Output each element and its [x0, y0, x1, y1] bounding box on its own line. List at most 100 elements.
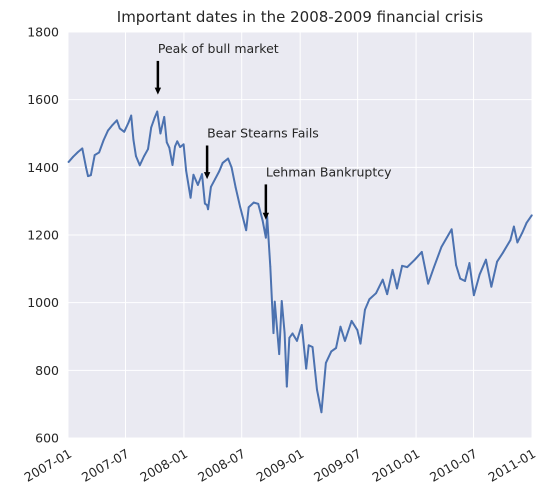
data-point [364, 308, 366, 311]
y-tick-label: 1200 [27, 228, 59, 243]
data-point [118, 127, 121, 130]
data-point [490, 285, 493, 288]
data-point [368, 298, 371, 301]
x-axis-ticks: 2007-01 2007-07 2008-01 2008-07 2009-01 2009-… [21, 446, 538, 485]
data-point [381, 278, 384, 281]
data-point [316, 388, 318, 391]
data-point [171, 164, 174, 166]
data-point [132, 138, 135, 141]
data-point [252, 201, 255, 204]
annotation-arrowhead [203, 172, 211, 180]
data-point [278, 353, 281, 355]
data-point [257, 202, 260, 205]
grid-lines [67, 31, 533, 439]
data-point [450, 228, 453, 231]
data-point [135, 155, 137, 158]
data-point [247, 206, 250, 209]
data-point [300, 324, 303, 326]
data-point [468, 262, 471, 264]
data-point [485, 258, 487, 261]
y-tick-label: 1400 [27, 160, 59, 175]
data-point [285, 385, 288, 388]
data-point [521, 232, 524, 234]
data-point [221, 162, 224, 164]
annotation-label: Bear Stearns Fails [207, 126, 319, 141]
data-point [261, 219, 264, 222]
data-point [234, 186, 237, 189]
data-point [455, 264, 457, 267]
x-tick-label: 2008-01 [137, 446, 190, 485]
data-point [288, 336, 291, 339]
data-point [509, 239, 512, 241]
series-layer [67, 110, 533, 414]
series-line [67, 110, 533, 414]
data-point [147, 148, 149, 150]
data-point [176, 140, 179, 143]
data-point [432, 266, 435, 269]
data-point [496, 260, 498, 263]
data-point [168, 146, 171, 149]
data-point [375, 292, 377, 295]
data-point [87, 175, 89, 178]
data-point [427, 282, 430, 285]
data-point [85, 166, 87, 169]
data-point [76, 151, 79, 154]
data-point [280, 300, 283, 302]
data-point [305, 367, 308, 370]
data-point [201, 173, 203, 176]
data-point [459, 277, 462, 280]
x-tick-label: 2008-07 [195, 446, 248, 485]
data-point [269, 265, 272, 268]
data-point [153, 116, 156, 119]
data-point [296, 340, 298, 342]
data-point [320, 411, 323, 414]
data-point [174, 145, 176, 148]
chart-title: Important dates in the 2008-2009 financi… [117, 8, 484, 26]
data-point [227, 157, 229, 160]
data-point [116, 119, 118, 122]
data-point [335, 347, 337, 349]
data-point [273, 300, 276, 303]
data-point [264, 236, 267, 239]
data-point [311, 346, 314, 348]
data-point [230, 166, 233, 169]
data-point [516, 241, 519, 244]
data-point [165, 141, 168, 144]
data-point [420, 251, 423, 253]
x-tick-label: 2009-01 [254, 446, 307, 485]
x-tick-label: 2010-01 [370, 446, 423, 485]
data-point [344, 340, 346, 342]
data-point [391, 268, 394, 271]
data-point [143, 155, 145, 158]
data-point [123, 130, 126, 133]
data-point [130, 114, 133, 117]
data-point [185, 169, 188, 172]
y-tick-label: 1000 [27, 295, 59, 310]
data-point [283, 331, 286, 334]
data-point [359, 342, 362, 345]
data-point [396, 287, 398, 290]
data-point [307, 344, 310, 347]
x-tick-label: 2009-07 [311, 446, 364, 485]
data-point [324, 361, 327, 364]
data-point [464, 280, 466, 282]
annotation: Lehman Bankruptcy [262, 164, 392, 220]
data-point [203, 202, 206, 205]
data-point [111, 124, 114, 126]
annotation-label: Peak of bull market [158, 41, 279, 56]
data-point [350, 320, 353, 322]
data-point [182, 143, 185, 146]
data-point [196, 184, 199, 186]
data-point [72, 155, 74, 158]
data-point [472, 294, 475, 297]
data-point [67, 161, 70, 163]
data-point [206, 204, 209, 207]
y-axis-ticks: 600 800 1000 1200 1400 1600 1800 [27, 25, 59, 446]
data-point [81, 147, 84, 150]
data-point [150, 126, 153, 129]
y-tick-label: 1800 [27, 25, 59, 40]
annotation: Bear Stearns Fails [203, 126, 319, 180]
data-point [89, 174, 92, 177]
